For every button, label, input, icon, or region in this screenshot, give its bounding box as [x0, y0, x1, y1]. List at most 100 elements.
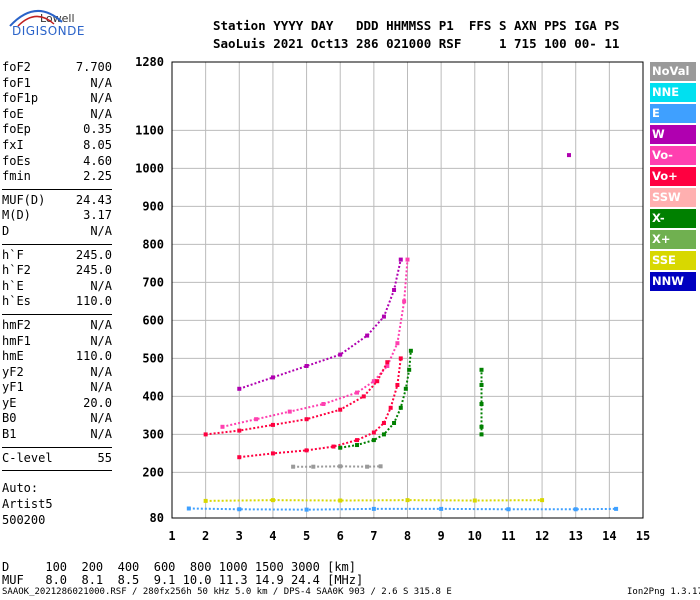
x-tick-label: 13	[568, 529, 582, 543]
x-tick-label: 1	[168, 529, 175, 543]
y-tick-label: 200	[142, 465, 164, 479]
param-row: hmF1 N/A	[2, 334, 112, 350]
y-tick-label: 800	[142, 237, 164, 251]
legend-item: SSW	[650, 188, 696, 207]
param-value: 8.05	[83, 137, 112, 152]
echo-point	[355, 438, 360, 443]
echo-point	[402, 299, 407, 304]
param-name: B0	[2, 411, 17, 426]
param-value: N/A	[90, 317, 112, 332]
param-value: 24.43	[75, 192, 112, 207]
autoscaling-line-3: 500200	[2, 513, 46, 527]
echo-point	[270, 422, 275, 427]
echo-point	[479, 402, 484, 406]
param-name: D	[2, 223, 10, 238]
param-value: N/A	[90, 333, 112, 348]
param-row: foF1 N/A	[2, 76, 112, 92]
echo-point	[371, 379, 376, 384]
param-name: foEs	[2, 153, 31, 168]
echo-point	[398, 405, 403, 410]
echo-point	[365, 333, 370, 338]
param-name: foE	[2, 106, 24, 121]
param-value: 2.25	[83, 169, 112, 184]
echo-point	[304, 364, 309, 368]
y-tick-label: 600	[142, 313, 164, 327]
param-row: D N/A	[2, 224, 112, 240]
param-name: h`E	[2, 278, 24, 293]
echo-point	[270, 498, 275, 503]
x-tick-label: 6	[337, 529, 344, 543]
param-row: yF2 N/A	[2, 365, 112, 381]
param-name: hmE	[2, 349, 24, 364]
echo-trace	[205, 499, 543, 502]
header-line-1: Station YYYY DAY DDD HHMMSS P1 FFS S AXN…	[213, 18, 620, 33]
echo-point	[237, 507, 242, 512]
x-tick-label: 7	[370, 529, 377, 543]
param-row: C-level 55	[2, 451, 112, 467]
param-row: h`E N/A	[2, 279, 112, 295]
autoscaling-line-1: Auto:	[2, 481, 39, 495]
param-value: 7.700	[75, 60, 112, 74]
echo-point	[270, 375, 275, 380]
y-tick-label: 900	[142, 199, 164, 213]
echo-point	[398, 356, 403, 361]
param-row: h`Es 110.0	[2, 294, 112, 310]
param-name: h`F2	[2, 263, 31, 278]
param-value: N/A	[90, 223, 112, 238]
param-name: foF2	[2, 60, 31, 74]
scaled-parameters: foF2 7.700 foF1 N/A foF1p N/A foE N/A foEp 0.35 fx…	[2, 60, 112, 474]
legend-item: E	[650, 104, 696, 123]
y-tick-label: 300	[142, 427, 164, 441]
echo-point	[355, 390, 360, 395]
logo-digisonde: DIGISONDE	[12, 24, 85, 38]
param-value: N/A	[90, 91, 112, 106]
param-row: fmin 2.25	[2, 169, 112, 185]
logo-arc-icon	[9, 9, 63, 27]
param-value: 245.0	[75, 263, 112, 278]
param-row: h`F 245.0	[2, 248, 112, 264]
legend-item: X-	[650, 209, 696, 228]
param-name: fxI	[2, 137, 24, 152]
param-value: 110.0	[75, 294, 112, 309]
param-name: M(D)	[2, 208, 31, 223]
param-row: M(D) 3.17	[2, 208, 112, 224]
echo-point	[614, 506, 619, 511]
param-row: foE N/A	[2, 107, 112, 123]
y-tick-label: 1280	[135, 55, 164, 69]
echo-point	[378, 464, 383, 469]
x-tick-label: 3	[236, 529, 243, 543]
param-row: foEp 0.35	[2, 122, 112, 138]
muf-value-row: MUF 8.0 8.1 8.5 9.1 10.0 11.3 14.9 24.4 …	[2, 573, 364, 587]
param-name: h`F	[2, 247, 24, 262]
y-tick-label: 700	[142, 275, 164, 289]
legend-item: X+	[650, 230, 696, 249]
param-name: hmF1	[2, 333, 31, 348]
x-tick-label: 4	[269, 529, 276, 543]
x-tick-label: 2	[202, 529, 209, 543]
param-name: yF2	[2, 364, 24, 379]
echo-point	[381, 432, 386, 437]
legend-item: NNW	[650, 272, 696, 291]
param-value: 4.60	[83, 153, 112, 168]
echo-point	[395, 383, 400, 387]
legend-item: NNE	[650, 83, 696, 102]
autoscaling-info: Auto: Artist5 500200	[2, 480, 53, 528]
param-name: foEp	[2, 122, 31, 137]
echo-point	[304, 448, 309, 453]
param-row: fxI 8.05	[2, 138, 112, 154]
x-tick-label: 9	[438, 529, 445, 543]
param-value: 110.0	[75, 349, 112, 364]
param-row: yE 20.0	[2, 396, 112, 412]
param-name: foF1	[2, 75, 31, 90]
x-tick-label: 5	[303, 529, 310, 543]
param-name: hmF2	[2, 317, 31, 332]
echo-point	[254, 417, 259, 422]
echo-point	[338, 352, 343, 357]
param-value: N/A	[90, 364, 112, 379]
file-info-footer: SAAOK_2021286021000.RSF / 280fx256h 50 k…	[2, 587, 452, 597]
param-name: yF1	[2, 380, 24, 395]
param-row: B0 N/A	[2, 411, 112, 427]
param-value: 55	[97, 450, 112, 465]
plot-frame	[171, 61, 644, 519]
param-value: N/A	[90, 380, 112, 395]
